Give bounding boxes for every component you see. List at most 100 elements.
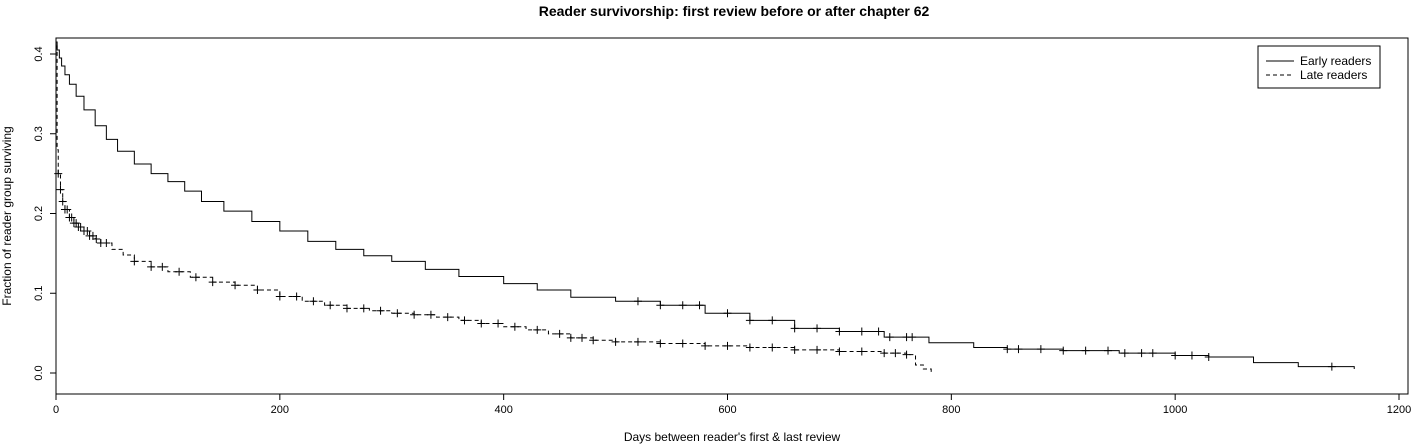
series-layer	[54, 41, 1355, 373]
censor-mark	[63, 205, 72, 214]
censor-mark	[83, 227, 92, 236]
y-axis-label: Fraction of reader group surviving	[0, 126, 14, 305]
x-tick-label: 1200	[1387, 404, 1411, 416]
censor-mark	[208, 278, 217, 287]
censor-mark	[460, 316, 469, 325]
censor-mark	[857, 347, 866, 356]
censor-mark	[633, 297, 642, 306]
y-axis: 0.0 0.1 0.2 0.3 0.4	[33, 46, 56, 381]
censor-mark	[633, 337, 642, 346]
censor-mark	[701, 341, 710, 350]
y-tick-label: 0.4	[33, 46, 45, 61]
plot-frame	[55, 37, 1409, 395]
censor-mark	[678, 339, 687, 348]
censor-mark	[253, 286, 262, 295]
y-tick-label: 0.1	[33, 286, 45, 301]
censor-mark	[72, 219, 81, 228]
censor-mark	[130, 257, 139, 266]
censor-mark	[102, 239, 111, 248]
censor-mark	[275, 292, 284, 301]
censor-mark	[566, 333, 575, 342]
censor-mark	[76, 223, 85, 232]
series-line	[56, 41, 1355, 370]
censor-mark	[58, 197, 67, 206]
censor-mark	[745, 343, 754, 352]
censor-mark	[891, 349, 900, 358]
censor-mark	[1003, 345, 1012, 354]
legend-early-label: Early readers	[1300, 54, 1371, 68]
censor-mark	[745, 316, 754, 325]
censor-mark	[1148, 349, 1157, 358]
censor-mark	[426, 310, 435, 319]
censor-mark	[589, 336, 598, 345]
censor-mark	[376, 306, 385, 315]
x-tick-label: 0	[53, 404, 59, 416]
censor-mark	[555, 329, 564, 338]
censor-mark	[1036, 345, 1045, 354]
censor-mark	[790, 324, 799, 333]
legend-late-label: Late readers	[1300, 68, 1367, 82]
censor-mark	[443, 313, 452, 322]
censor-mark	[768, 343, 777, 352]
censor-mark	[908, 333, 917, 342]
censor-mark	[410, 310, 419, 319]
censor-mark	[147, 262, 156, 271]
censor-mark	[1137, 349, 1146, 358]
series-early-readers	[56, 41, 1355, 371]
censor-mark	[1081, 346, 1090, 355]
censor-mark	[578, 333, 587, 342]
censor-mark	[1059, 346, 1068, 355]
censor-mark	[874, 327, 883, 336]
series-late-readers	[54, 45, 932, 373]
censor-mark	[326, 301, 335, 310]
x-tick-label: 400	[494, 404, 512, 416]
censor-mark	[359, 304, 368, 313]
censor-mark	[790, 345, 799, 354]
y-tick-label: 0.2	[33, 206, 45, 221]
x-axis: 0 200 400 600 800 1000 1200	[53, 394, 1411, 416]
censor-mark	[494, 319, 503, 328]
x-tick-label: 600	[718, 404, 736, 416]
censor-mark	[902, 350, 911, 359]
censor-mark	[1204, 353, 1213, 362]
censor-mark	[678, 301, 687, 310]
censor-mark	[880, 349, 889, 358]
censor-mark	[67, 213, 76, 222]
x-tick-label: 1000	[1163, 404, 1187, 416]
censor-mark	[1327, 362, 1336, 371]
censor-mark	[857, 327, 866, 336]
chart-title: Reader survivorship: first review before…	[539, 3, 930, 19]
censor-mark	[768, 316, 777, 325]
censor-mark	[393, 309, 402, 318]
censor-mark	[723, 341, 732, 350]
censor-mark	[1120, 349, 1129, 358]
x-axis-label: Days between reader's first & last revie…	[624, 430, 841, 444]
y-tick-label: 0.0	[33, 365, 45, 380]
censor-mark	[813, 324, 822, 333]
censor-mark	[175, 267, 184, 276]
censor-mark	[292, 292, 301, 301]
censor-mark	[1014, 345, 1023, 354]
censor-mark	[191, 273, 200, 282]
censor-mark	[158, 262, 167, 271]
censor-mark	[835, 327, 844, 336]
legend: Early readers Late readers	[1257, 45, 1381, 89]
censor-mark	[695, 301, 704, 310]
censor-mark	[1187, 351, 1196, 360]
censor-mark	[885, 333, 894, 342]
censor-mark	[54, 169, 63, 178]
censor-mark	[611, 337, 620, 346]
censor-mark	[723, 309, 732, 318]
censor-mark	[510, 322, 519, 331]
censor-mark	[231, 281, 240, 290]
series-line	[56, 45, 932, 373]
legend-box	[1257, 45, 1381, 89]
x-tick-label: 800	[942, 404, 960, 416]
x-tick-label: 200	[271, 404, 289, 416]
censor-mark	[92, 235, 101, 244]
censor-mark	[342, 304, 351, 313]
censor-mark	[309, 297, 318, 306]
censor-mark	[813, 345, 822, 354]
censor-mark	[88, 231, 97, 240]
